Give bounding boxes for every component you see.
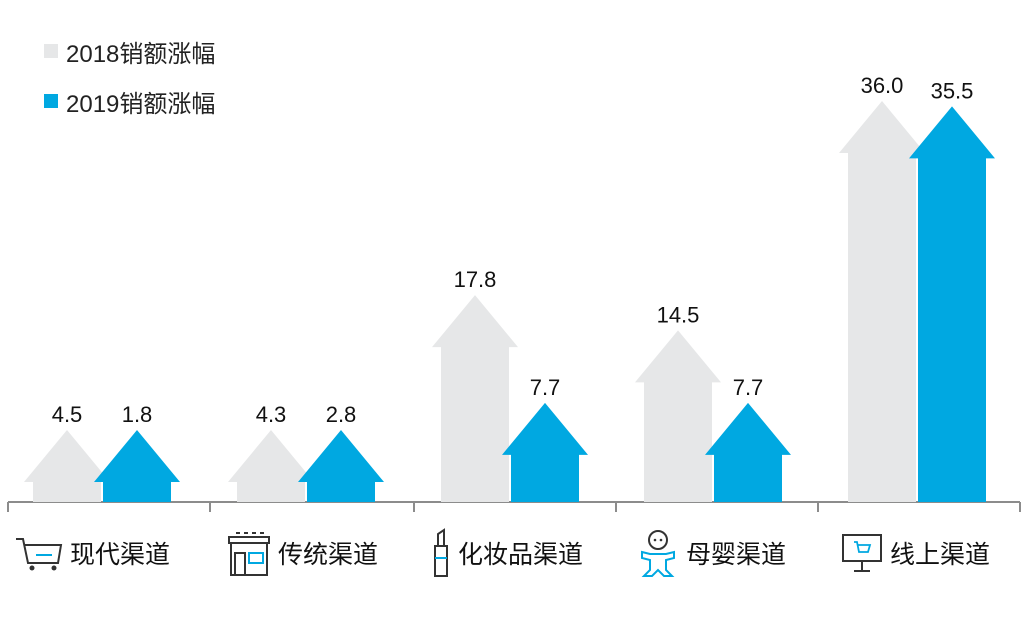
category-text-online: 线上渠道 [890, 541, 991, 569]
bar-2019-0 [94, 430, 180, 502]
baby-icon [641, 530, 675, 577]
bar-2019-1 [298, 430, 384, 502]
category-label-modern: 现代渠道 [14, 528, 170, 578]
category-label-maternal-baby: 母婴渠道 [636, 528, 786, 578]
storefront-icon [228, 532, 270, 576]
category-label-traditional: 传统渠道 [226, 528, 378, 578]
data-label-2018-4: 36.0 [861, 73, 904, 98]
legend-item-2018: 2018销额涨幅 [44, 26, 215, 76]
category-label-online: 线上渠道 [840, 528, 990, 578]
bar-2018-1 [228, 430, 314, 502]
data-label-2018-1: 4.3 [256, 402, 287, 427]
data-label-2018-2: 17.8 [454, 267, 497, 292]
lipstick-icon [434, 528, 448, 577]
data-label-2019-3: 7.7 [733, 375, 764, 400]
legend-swatch-2019 [44, 94, 58, 108]
category-text-maternal-baby: 母婴渠道 [686, 541, 787, 569]
category-text-traditional: 传统渠道 [278, 541, 379, 569]
category-label-cosmetics: 化妆品渠道 [430, 528, 583, 578]
data-label-2019-0: 1.8 [122, 402, 153, 427]
data-label-2019-1: 2.8 [326, 402, 357, 427]
legend-swatch-2018 [44, 44, 58, 58]
data-label-2019-4: 35.5 [931, 78, 974, 103]
category-text-cosmetics: 化妆品渠道 [458, 541, 584, 569]
bar-2019-2 [502, 402, 588, 502]
bar-2018-4 [839, 101, 925, 502]
bar-2019-4 [909, 106, 995, 502]
category-text-modern: 现代渠道 [70, 541, 171, 569]
data-label-2018-3: 14.5 [657, 302, 700, 327]
bar-2018-2 [432, 295, 518, 502]
bar-2018-3 [635, 330, 721, 502]
legend: 2018销额涨幅 2019销额涨幅 [44, 26, 215, 126]
legend-label-2019: 2019销额涨幅 [66, 90, 216, 118]
bar-2018-0 [24, 430, 110, 502]
data-label-2019-2: 7.7 [530, 375, 561, 400]
legend-item-2019: 2019销额涨幅 [44, 76, 215, 126]
legend-label-2018: 2018销额涨幅 [66, 40, 216, 68]
data-label-2018-0: 4.5 [52, 402, 83, 427]
shopping-cart-icon [16, 538, 63, 571]
bar-2019-3 [705, 402, 791, 502]
online-shop-screen-icon [842, 534, 882, 572]
